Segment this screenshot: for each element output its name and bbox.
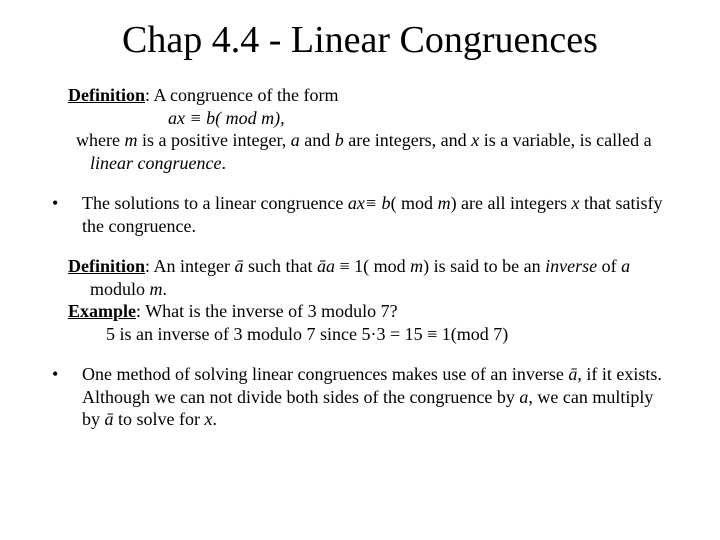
expr: ax≡ b (348, 193, 391, 213)
term: linear congruence (90, 153, 221, 173)
bullet-2-text: One method of solving linear congruences… (82, 363, 670, 431)
t: such that (244, 256, 318, 276)
example-answer: 5 is an inverse of 3 modulo 7 since 5·3 … (68, 323, 670, 346)
bullet-1: • The solutions to a linear congruence a… (50, 192, 670, 237)
t: are integers, and (344, 130, 471, 150)
term-inverse: inverse (545, 256, 597, 276)
def1-text: : A congruence of the form (145, 85, 338, 105)
definition-label: Definition (68, 256, 145, 276)
definition-1: Definition: A congruence of the form ax … (68, 84, 670, 174)
var-m: m (124, 130, 137, 150)
t: One method of solving linear congruences… (82, 364, 568, 384)
t: modulo (90, 279, 150, 299)
t: ≡ 1( mod (335, 256, 410, 276)
example-line: Example: What is the inverse of 3 modulo… (68, 300, 670, 323)
var-a: a (621, 256, 630, 276)
var-a: a (291, 130, 300, 150)
var-x: x (471, 130, 479, 150)
t: and (300, 130, 335, 150)
t: ) is said to be an (423, 256, 545, 276)
t: is a positive integer, (137, 130, 290, 150)
def1-line1: Definition: A congruence of the form (68, 84, 670, 107)
t: of (597, 256, 621, 276)
t: is a variable, is called a (479, 130, 651, 150)
def1-line3: where m is a positive integer, a and b a… (68, 129, 670, 174)
expr: āa (317, 256, 335, 276)
var-m: m (150, 279, 163, 299)
t: The solutions to a linear congruence (82, 193, 348, 213)
t: . (163, 279, 168, 299)
bullet-1-text: The solutions to a linear congruence ax≡… (82, 192, 670, 237)
t: to solve for (114, 409, 205, 429)
def2-lines: Definition: An integer ā such that āa ≡ … (68, 255, 670, 300)
var-abar: ā (105, 409, 114, 429)
definition-label: Definition (68, 85, 145, 105)
var-x: x (572, 193, 580, 213)
definition-2: Definition: An integer ā such that āa ≡ … (68, 255, 670, 345)
slide: Chap 4.4 - Linear Congruences Definition… (0, 0, 720, 469)
example-question: : What is the inverse of 3 modulo 7? (136, 301, 398, 321)
var-abar: ā (235, 256, 244, 276)
var-b: b (335, 130, 344, 150)
def1-line2: ax ≡ b( mod m), (68, 107, 670, 130)
var-abar: ā (568, 364, 577, 384)
bullet-2: • One method of solving linear congruenc… (50, 363, 670, 431)
page-title: Chap 4.4 - Linear Congruences (40, 18, 680, 62)
example-label: Example (68, 301, 136, 321)
var-m: m (410, 256, 423, 276)
bullet-dot: • (50, 363, 82, 431)
t: ) are all integers (451, 193, 572, 213)
t: : An integer (145, 256, 234, 276)
bullet-dot: • (50, 192, 82, 237)
var-m: m (438, 193, 451, 213)
t: . (212, 409, 217, 429)
t: ( mod (391, 193, 438, 213)
t: where (76, 130, 124, 150)
t: . (221, 153, 226, 173)
